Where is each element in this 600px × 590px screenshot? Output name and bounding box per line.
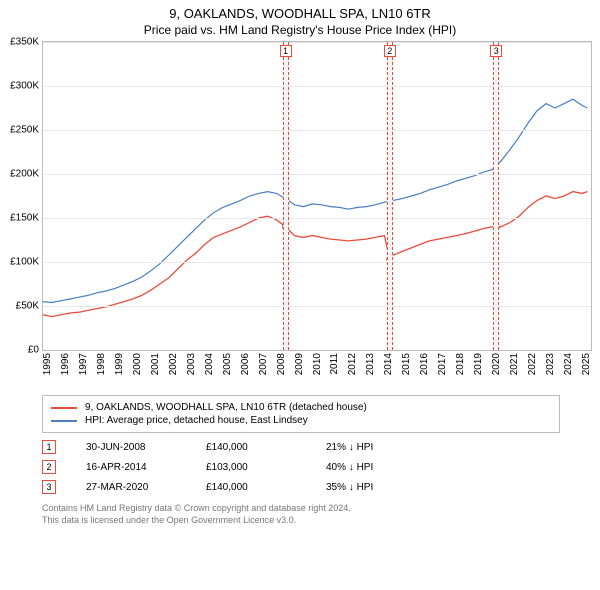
y-tick-label: £50K (16, 301, 39, 312)
x-tick-label: 2015 (401, 353, 412, 375)
x-axis-ticks: 1995 1996 1997 1998 1999 2000 2001 2002 2003 2004… (42, 351, 592, 389)
sale-num-box: 1 (42, 440, 56, 454)
x-tick-label: 2018 (455, 353, 466, 375)
x-tick-label: 1997 (78, 353, 89, 375)
y-tick-label: £150K (10, 213, 39, 224)
y-tick-label: £100K (10, 257, 39, 268)
legend-item: HPI: Average price, detached house, East… (51, 414, 551, 427)
sale-row: 1 30-JUN-2008 £140,000 21% ↓ HPI (42, 437, 560, 457)
sale-marker-label: 1 (280, 45, 292, 57)
sale-delta: 21% ↓ HPI (326, 442, 416, 453)
legend-swatch (51, 420, 77, 422)
sale-marker-band (387, 42, 393, 350)
x-tick-label: 2006 (240, 353, 251, 375)
sale-date: 27-MAR-2020 (86, 482, 176, 493)
x-tick-label: 2005 (222, 353, 233, 375)
footer-line: This data is licensed under the Open Gov… (42, 515, 560, 527)
chart-svg (43, 42, 591, 350)
sale-row: 3 27-MAR-2020 £140,000 35% ↓ HPI (42, 477, 560, 497)
sale-price: £140,000 (206, 482, 296, 493)
sale-marker-band (283, 42, 289, 350)
x-tick-label: 1998 (96, 353, 107, 375)
legend-label: 9, OAKLANDS, WOODHALL SPA, LN10 6TR (det… (85, 402, 367, 413)
x-tick-label: 2013 (365, 353, 376, 375)
x-tick-label: 2021 (509, 353, 520, 375)
sale-date: 16-APR-2014 (86, 462, 176, 473)
y-tick-label: £200K (10, 169, 39, 180)
x-tick-label: 2003 (186, 353, 197, 375)
x-tick-label: 2001 (150, 353, 161, 375)
sale-marker-label: 2 (384, 45, 396, 57)
sale-delta: 35% ↓ HPI (326, 482, 416, 493)
x-tick-label: 2000 (132, 353, 143, 375)
legend-item: 9, OAKLANDS, WOODHALL SPA, LN10 6TR (det… (51, 401, 551, 414)
x-tick-label: 1995 (42, 353, 53, 375)
sale-num-box: 3 (42, 480, 56, 494)
x-tick-label: 2002 (168, 353, 179, 375)
x-tick-label: 2014 (383, 353, 394, 375)
line-chart: £0£50K£100K£150K£200K£250K£300K£350K123 (42, 41, 592, 351)
sale-marker-band (493, 42, 499, 350)
sale-price: £140,000 (206, 442, 296, 453)
legend-swatch (51, 407, 77, 409)
x-tick-label: 2012 (347, 353, 358, 375)
sale-delta: 40% ↓ HPI (326, 462, 416, 473)
y-tick-label: £250K (10, 125, 39, 136)
sale-price: £103,000 (206, 462, 296, 473)
legend-label: HPI: Average price, detached house, East… (85, 415, 308, 426)
x-tick-label: 2023 (545, 353, 556, 375)
footer-line: Contains HM Land Registry data © Crown c… (42, 503, 560, 515)
chart-subtitle: Price paid vs. HM Land Registry's House … (0, 21, 600, 41)
x-tick-label: 2011 (329, 353, 340, 375)
x-tick-label: 2025 (581, 353, 592, 375)
x-tick-label: 2022 (527, 353, 538, 375)
x-tick-label: 1999 (114, 353, 125, 375)
x-tick-label: 2009 (294, 353, 305, 375)
chart-title: 9, OAKLANDS, WOODHALL SPA, LN10 6TR (0, 0, 600, 21)
x-tick-label: 2019 (473, 353, 484, 375)
sale-num-box: 2 (42, 460, 56, 474)
sale-row: 2 16-APR-2014 £103,000 40% ↓ HPI (42, 457, 560, 477)
x-tick-label: 2017 (437, 353, 448, 375)
y-tick-label: £350K (10, 37, 39, 48)
sales-table: 1 30-JUN-2008 £140,000 21% ↓ HPI 2 16-APR-201… (42, 437, 560, 497)
x-tick-label: 2004 (204, 353, 215, 375)
y-tick-label: £300K (10, 81, 39, 92)
x-tick-label: 2007 (258, 353, 269, 375)
x-tick-label: 2020 (491, 353, 502, 375)
legend: 9, OAKLANDS, WOODHALL SPA, LN10 6TR (det… (42, 395, 560, 433)
x-tick-label: 2016 (419, 353, 430, 375)
x-tick-label: 2008 (276, 353, 287, 375)
sale-date: 30-JUN-2008 (86, 442, 176, 453)
x-tick-label: 2010 (312, 353, 323, 375)
x-tick-label: 2024 (563, 353, 574, 375)
footer: Contains HM Land Registry data © Crown c… (42, 503, 560, 526)
sale-marker-label: 3 (490, 45, 502, 57)
series-property (43, 192, 587, 317)
y-tick-label: £0 (28, 345, 39, 356)
x-tick-label: 1996 (60, 353, 71, 375)
